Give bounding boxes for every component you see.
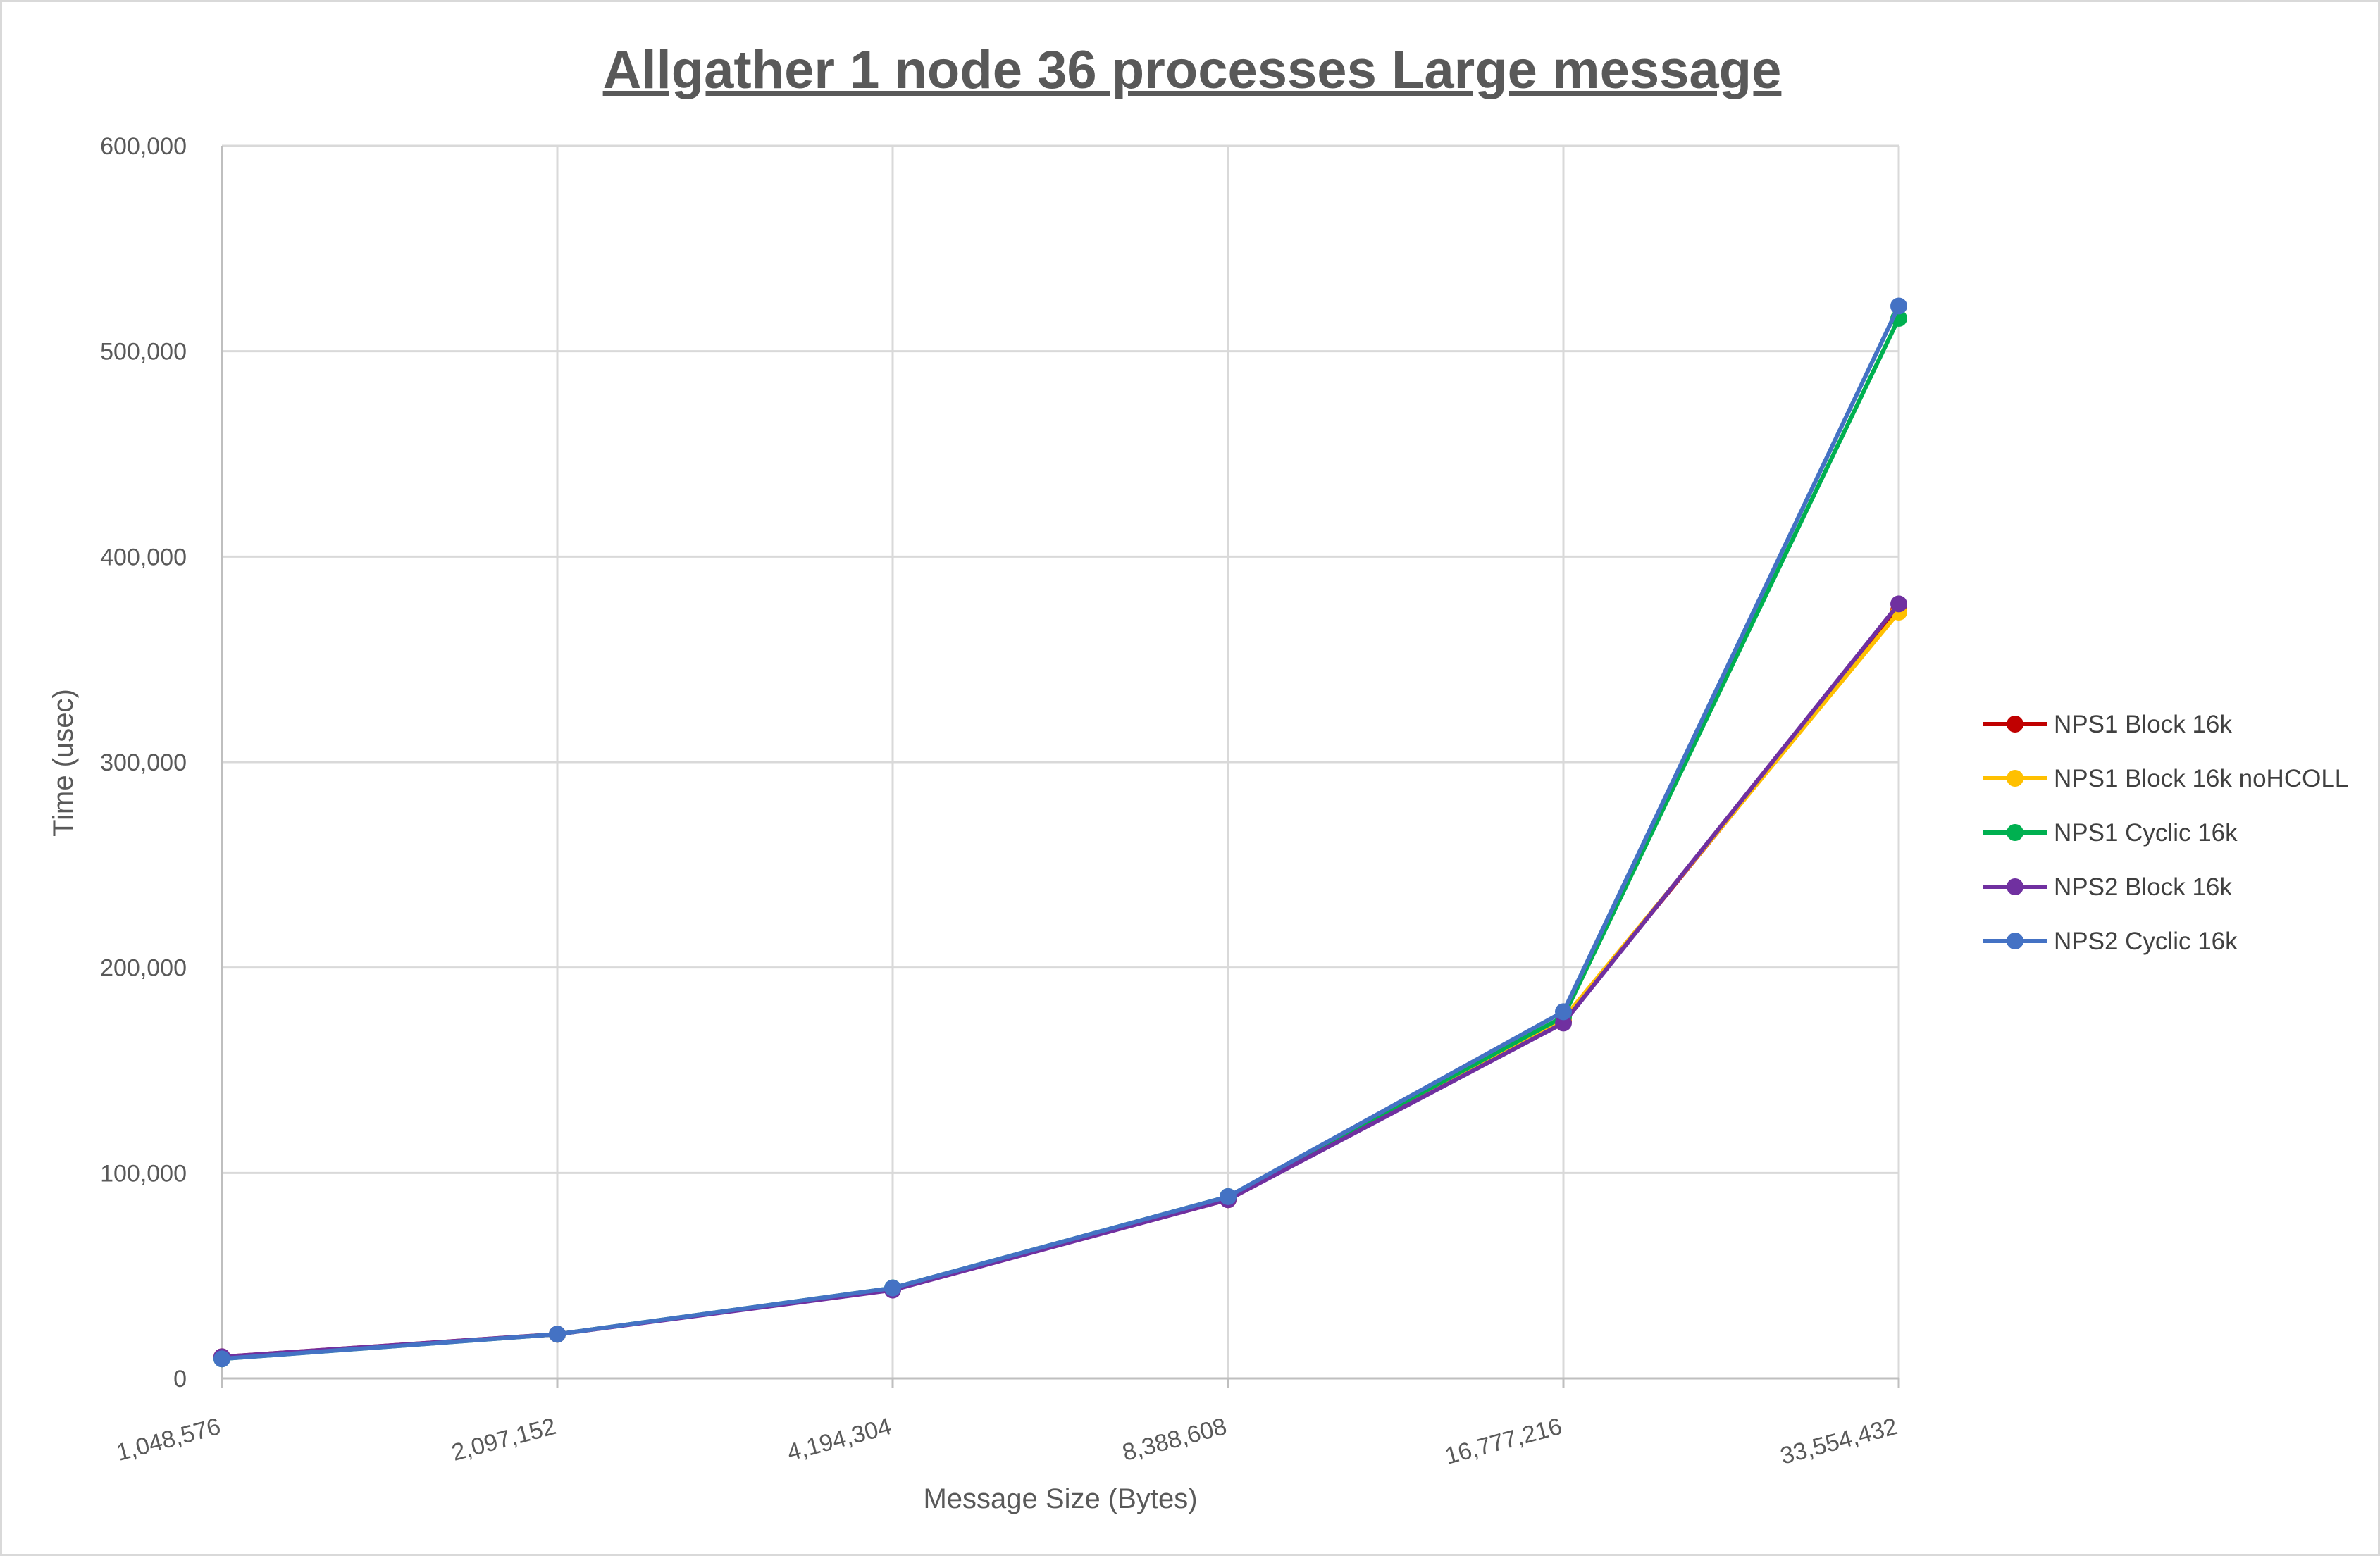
- x-axis-label: Message Size (Bytes): [923, 1483, 1197, 1514]
- legend-item: NPS2 Cyclic 16k: [1983, 928, 2238, 955]
- legend-label: NPS1 Cyclic 16k: [2054, 819, 2238, 847]
- series-5: [213, 297, 1907, 1368]
- data-point: [1890, 297, 1907, 315]
- data-point: [213, 1350, 230, 1368]
- series-lines: [213, 297, 1907, 1368]
- x-tick-label: 8,388,608: [1120, 1413, 1229, 1466]
- y-axis-label: Time (usec): [48, 689, 79, 837]
- series-2: [213, 604, 1907, 1366]
- data-point: [1890, 595, 1907, 613]
- legend-swatch-marker: [2007, 933, 2023, 949]
- legend-item: NPS2 Block 16k: [1983, 873, 2232, 901]
- axes: 0 100,000 200,000 300,000 400,000 500,000 600,…: [100, 133, 1900, 1470]
- legend-item: NPS1 Cyclic 16k: [1983, 819, 2238, 847]
- legend-item: NPS1 Block 16k noHCOLL: [1983, 765, 2348, 792]
- legend-item: NPS1 Block 16k: [1983, 711, 2232, 738]
- data-point: [549, 1326, 566, 1343]
- data-point: [1220, 1188, 1237, 1205]
- y-tick-label: 300,000: [100, 749, 187, 776]
- y-tick-label: 400,000: [100, 544, 187, 571]
- series-3: [213, 310, 1907, 1368]
- chart-title: Allgather 1 node 36 processes Large mess…: [603, 40, 1782, 100]
- legend-swatch-marker: [2007, 824, 2023, 841]
- x-tick-label: 33,554,432: [1778, 1413, 1900, 1470]
- legend-swatch-marker: [2007, 770, 2023, 787]
- legend-label: NPS1 Block 16k noHCOLL: [2054, 765, 2348, 792]
- legend: NPS1 Block 16k NPS1 Block 16k noHCOLL NPS1…: [1983, 711, 2348, 955]
- gridlines: [222, 144, 1900, 1378]
- y-tick-label: 600,000: [100, 133, 187, 160]
- legend-swatch-marker: [2007, 716, 2023, 733]
- x-tick-label: 16,777,216: [1442, 1413, 1565, 1470]
- y-tick-label: 200,000: [100, 955, 187, 982]
- series-4: [213, 595, 1907, 1366]
- legend-label: NPS1 Block 16k: [2054, 711, 2232, 738]
- series-line: [220, 304, 1901, 1361]
- legend-label: NPS2 Block 16k: [2054, 873, 2232, 901]
- data-point: [1555, 1003, 1572, 1021]
- x-tick-label: 4,194,304: [784, 1413, 894, 1466]
- x-tick-label: 2,097,152: [449, 1413, 559, 1466]
- series-1: [213, 602, 1907, 1366]
- x-tick-label: 1,048,576: [113, 1413, 223, 1466]
- legend-label: NPS2 Cyclic 16k: [2054, 928, 2238, 955]
- y-tick-label: 500,000: [100, 339, 187, 366]
- legend-swatch-marker: [2007, 878, 2023, 895]
- data-point: [884, 1279, 901, 1297]
- y-tick-label: 0: [173, 1366, 187, 1392]
- y-tick-label: 100,000: [100, 1160, 187, 1187]
